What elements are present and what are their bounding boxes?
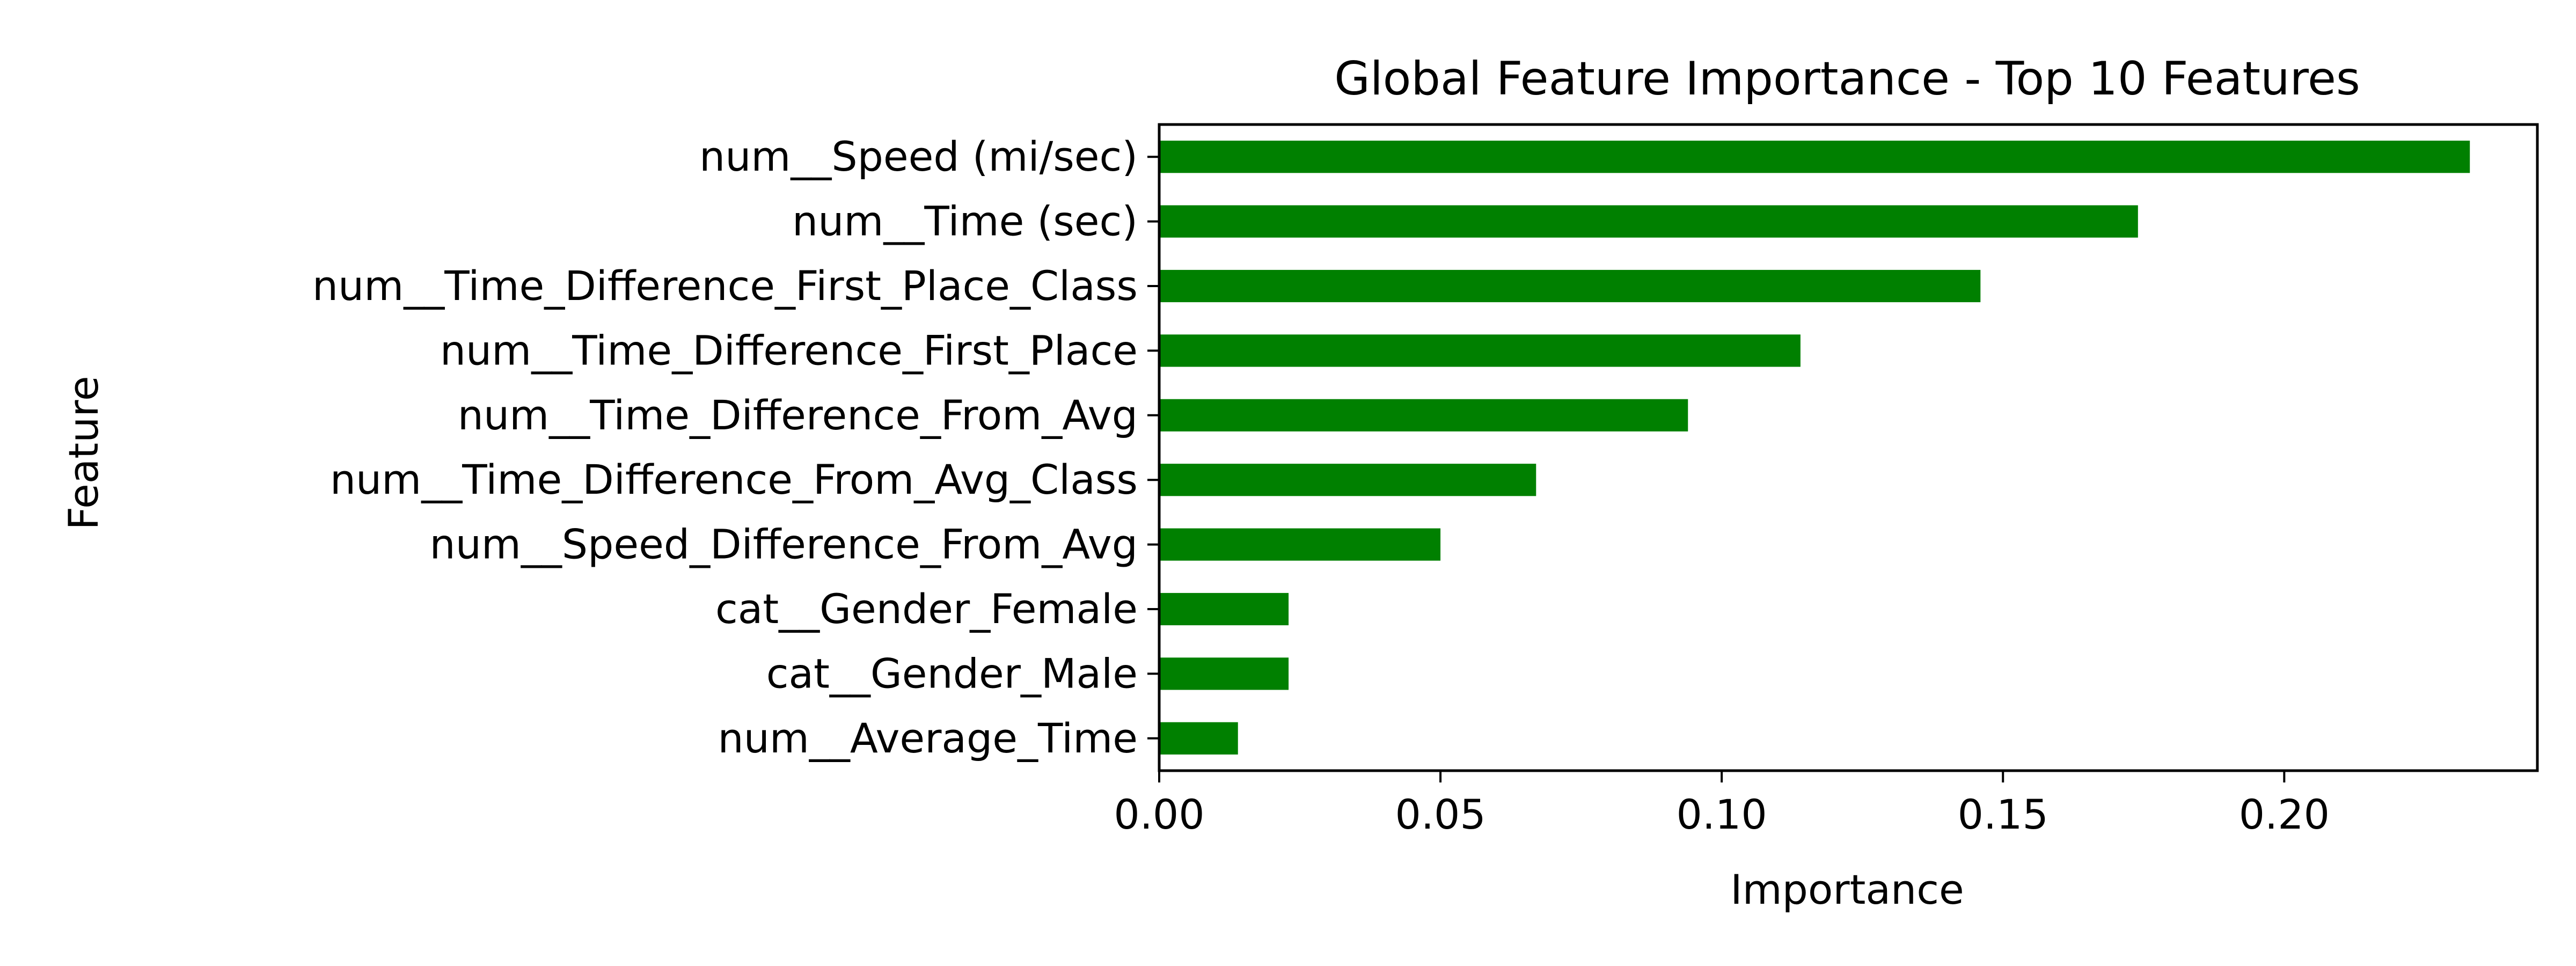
y-axis-label: Feature <box>60 376 107 530</box>
x-tick-label: 0.20 <box>2239 791 2330 838</box>
plot-area-frame <box>1158 123 2539 772</box>
y-tick-label: num__Time (sec) <box>792 197 1138 245</box>
chart-title: Global Feature Importance - Top 10 Featu… <box>1334 52 2360 106</box>
y-tick-label: num__Time_Difference_From_Avg <box>458 391 1138 439</box>
bar-9 <box>1159 722 1238 755</box>
bar-6 <box>1159 528 1441 561</box>
x-tick-label: 0.10 <box>1677 791 1767 838</box>
x-tick-label: 0.15 <box>1958 791 2048 838</box>
y-tick-label: num__Time_Difference_First_Place <box>440 326 1138 374</box>
y-tick-label: cat__Gender_Male <box>766 649 1138 697</box>
x-tick-label: 0.05 <box>1395 791 1485 838</box>
bar-7 <box>1159 592 1289 626</box>
y-tick-label: cat__Gender_Female <box>715 585 1138 633</box>
bar-8 <box>1159 657 1289 690</box>
y-tick-label: num__Speed_Difference_From_Avg <box>430 521 1138 568</box>
y-tick-label: num__Speed (mi/sec) <box>699 133 1138 180</box>
x-axis-label: Importance <box>1730 866 1964 913</box>
bar-3 <box>1159 334 1801 367</box>
y-tick-label: num__Time_Difference_First_Place_Class <box>312 262 1138 310</box>
bar-1 <box>1159 205 2138 238</box>
bar-4 <box>1159 399 1688 431</box>
bar-2 <box>1159 269 1981 303</box>
bar-5 <box>1159 464 1536 496</box>
y-tick-labels: num__Speed (mi/sec) num__Time (sec) num__T… <box>312 133 1159 762</box>
y-tick-label: num__Time_Difference_From_Avg_Class <box>330 456 1138 503</box>
y-tick-label: num__Average_Time <box>718 714 1138 762</box>
bars-group <box>1159 141 2470 755</box>
bar-0 <box>1159 141 2470 173</box>
x-ticks: 0.00 0.05 0.10 0.15 0.20 <box>1114 771 2330 838</box>
x-tick-label: 0.00 <box>1114 791 1204 838</box>
